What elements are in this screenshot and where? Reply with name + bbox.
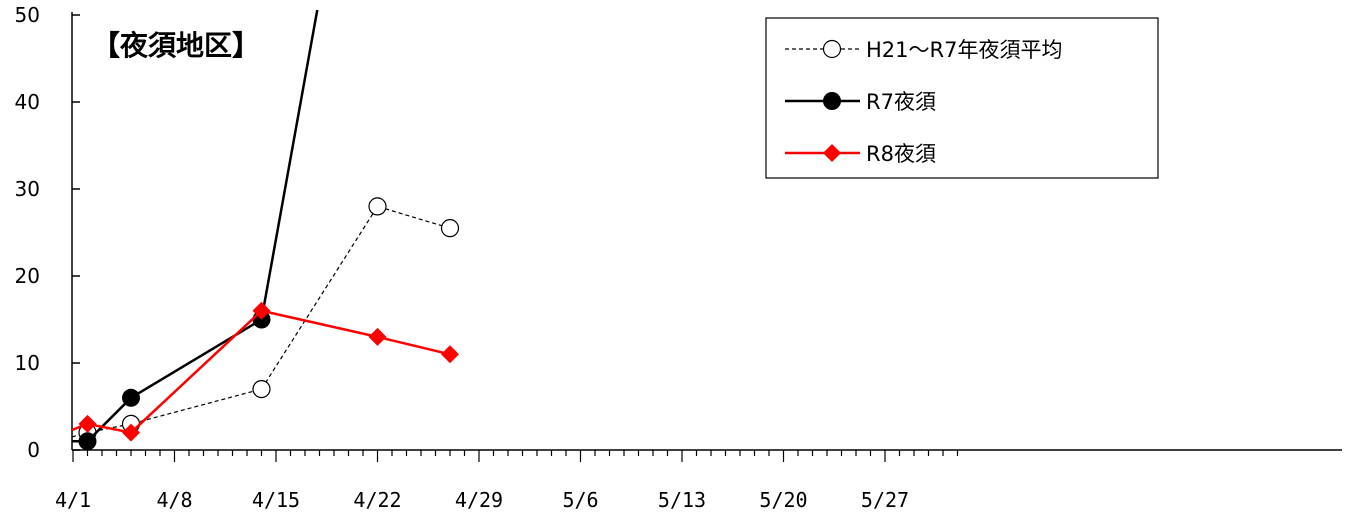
legend-label: H21～R7年夜須平均 <box>866 38 1062 62</box>
y-tick-label: 40 <box>15 90 40 114</box>
x-tick-label: 5/20 <box>759 488 807 512</box>
x-tick-label: 5/6 <box>562 488 598 512</box>
data-point <box>252 380 271 399</box>
data-point <box>252 301 271 320</box>
chart-title: 【夜須地区】 <box>92 29 260 62</box>
x-tick-label: 5/27 <box>861 488 909 512</box>
x-tick-label: 4/22 <box>353 488 401 512</box>
data-point <box>441 345 459 364</box>
y-tick-label: 20 <box>15 264 40 288</box>
y-tick-label: 50 <box>15 3 40 27</box>
legend-marker <box>823 144 841 162</box>
series-2 <box>72 301 459 442</box>
series-line <box>72 205 451 438</box>
y-tick-label: 10 <box>15 351 40 375</box>
data-point <box>368 327 387 346</box>
series-line <box>72 10 319 443</box>
y-tick-label: 0 <box>27 438 40 462</box>
data-point <box>78 432 97 451</box>
series-line <box>72 309 451 434</box>
legend-label: R8夜須 <box>866 142 936 166</box>
x-tick-label: 4/29 <box>455 488 503 512</box>
axes: 0 10 20 30 40 50 4/1 4/8 4/15 4/22 4/29 5/6 5/13 5/20… <box>15 3 1342 512</box>
legend-marker <box>823 92 841 110</box>
legend: H21～R7年夜須平均 R7夜須 R8夜須 <box>765 17 1159 179</box>
series-1 <box>72 10 319 451</box>
data-point <box>122 423 140 442</box>
data-point <box>78 414 97 433</box>
data-point <box>368 197 387 216</box>
x-tick-label: 4/8 <box>156 488 192 512</box>
data-point <box>440 219 460 238</box>
x-tick-label: 4/1 <box>55 488 91 512</box>
legend-marker <box>822 39 842 59</box>
x-tick-label: 4/15 <box>252 488 300 512</box>
series-layer <box>72 10 460 451</box>
data-point <box>122 388 140 407</box>
y-tick-label: 30 <box>15 177 40 201</box>
legend-label: R7夜須 <box>866 90 936 114</box>
x-tick-label: 5/13 <box>658 488 706 512</box>
